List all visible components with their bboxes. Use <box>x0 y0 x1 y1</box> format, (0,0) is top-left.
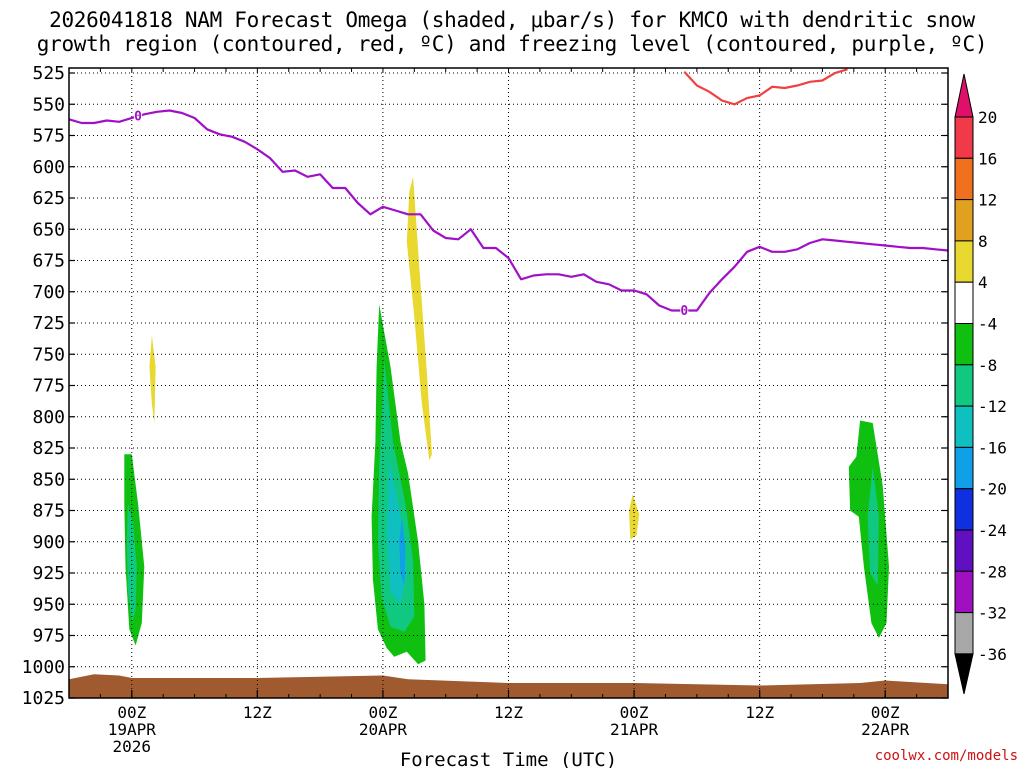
colorbar-swatch <box>954 612 974 655</box>
y-tick-label: 650 <box>32 219 65 240</box>
omega-22apr-teal <box>867 466 879 586</box>
x-tick-label: 00Z <box>620 703 649 722</box>
colorbar-label: -12 <box>978 397 1007 416</box>
colorbar-swatch <box>954 116 974 159</box>
omega-19apr-teal <box>126 504 137 623</box>
freezing-level-line <box>68 109 949 312</box>
colorbar-label: -28 <box>978 562 1007 581</box>
colorbar-label: 16 <box>978 149 997 168</box>
colorbar-swatch <box>954 199 974 242</box>
x-tick-date: 19APR <box>108 720 157 739</box>
x-tick-year: 2026 <box>113 737 152 756</box>
colorbar-swatch <box>954 240 974 283</box>
colorbar-swatch <box>954 488 974 531</box>
y-tick-label: 775 <box>32 376 65 397</box>
y-tick-label: 600 <box>32 157 65 178</box>
y-tick-label: 925 <box>32 563 65 584</box>
colorbar-label: -20 <box>978 480 1007 499</box>
freezing-level-label: 0 <box>134 110 142 125</box>
terrain-fill <box>69 674 948 698</box>
x-tick-label: 00Z <box>117 703 146 722</box>
y-tick-label: 950 <box>32 594 65 615</box>
y-tick-label: 850 <box>32 469 65 490</box>
omega-20apr-yellow <box>406 176 432 461</box>
y-tick-label: 825 <box>32 438 65 459</box>
colorbar-swatch <box>954 405 974 448</box>
omega-20apr-blue <box>399 516 406 586</box>
y-tick-label: 900 <box>32 532 65 553</box>
x-tick-label: 12Z <box>494 703 523 722</box>
x-tick-date: 21APR <box>610 720 659 739</box>
colorbar-label: 20 <box>978 108 997 127</box>
colorbar-swatch <box>954 529 974 572</box>
x-tick-date: 22APR <box>861 720 910 739</box>
y-tick-label: 550 <box>32 94 65 115</box>
chart-title: 2026041818 NAM Forecast Omega (shaded, μ… <box>0 8 1024 56</box>
y-tick-label: 675 <box>32 251 65 272</box>
colorbar-swatch <box>954 281 974 325</box>
y-tick-label: 875 <box>32 501 65 522</box>
x-tick-label: 00Z <box>368 703 397 722</box>
site-credit[interactable]: coolwx.com/models <box>874 748 1018 764</box>
freezing-level-label-bg <box>680 304 689 317</box>
y-tick-label: 725 <box>32 313 65 334</box>
colorbar-label: -24 <box>978 521 1007 540</box>
x-tick-label: 12Z <box>243 703 272 722</box>
chart-title-line1: 2026041818 NAM Forecast Omega (shaded, μ… <box>49 8 975 32</box>
colorbar-label: -32 <box>978 604 1007 623</box>
freezing-level-label: 0 <box>680 304 688 319</box>
x-axis-label: Forecast Time (UTC) <box>400 749 617 768</box>
colorbar-label: 4 <box>978 273 988 292</box>
y-tick-label: 625 <box>32 188 65 209</box>
x-tick-label: 12Z <box>745 703 774 722</box>
y-tick-label: 1025 <box>22 688 65 709</box>
colorbar-label: -4 <box>978 315 997 334</box>
colorbar: 20 16 12 8 4 -4 -8 -12 -16 -20 -24 -28 -32 -36 <box>954 73 1007 695</box>
x-tick-date: 20APR <box>359 720 408 739</box>
colorbar-swatch <box>954 323 974 366</box>
y-tick-label: 1000 <box>22 657 65 678</box>
dgz-contour-line <box>683 68 848 106</box>
colorbar-label: -8 <box>978 356 997 375</box>
colorbar-label: 12 <box>978 191 997 210</box>
y-tick-label: 575 <box>32 126 65 147</box>
x-tick-label: 00Z <box>871 703 900 722</box>
chart-title-line2: growth region (contoured, red, ºC) and f… <box>36 32 988 56</box>
y-tick-label: 525 <box>32 63 65 84</box>
omega-19apr-yellow <box>149 335 156 423</box>
colorbar-swatch <box>954 157 974 201</box>
y-tick-label: 975 <box>32 626 65 647</box>
y-tick-label: 700 <box>32 282 65 303</box>
colorbar-swatch <box>954 570 974 614</box>
colorbar-swatch <box>954 446 974 490</box>
y-tick-label: 800 <box>32 407 65 428</box>
plot-frame <box>68 67 949 699</box>
colorbar-bottom-arrow <box>954 653 974 695</box>
freezing-level-label-bg <box>134 110 143 123</box>
y-tick-label: 750 <box>32 344 65 365</box>
colorbar-swatch <box>954 364 974 407</box>
colorbar-label: 8 <box>978 232 988 251</box>
colorbar-label: -16 <box>978 438 1007 457</box>
colorbar-label: -36 <box>978 645 1007 664</box>
colorbar-top-arrow <box>954 73 974 118</box>
